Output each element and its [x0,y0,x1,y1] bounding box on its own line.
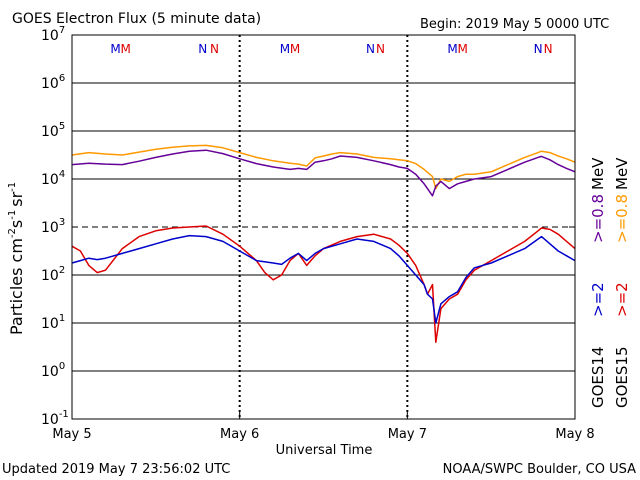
series-layer [71,144,576,343]
x-tick-label: May 5 [52,427,91,442]
y-tick-base: 10 [41,268,59,284]
mn-marker: M [447,42,457,56]
mn-marker: N [544,42,553,56]
y-tick-exp: 4 [59,169,65,180]
y-tick-exp: 5 [59,121,65,132]
x-axis-label: Universal Time [276,443,373,458]
y-tick-exp: 7 [59,25,65,36]
y-tick-label: 103 [41,217,65,236]
y-tick-base: 10 [41,316,59,332]
mn-marker: N [198,42,207,56]
y-axis-label: Particles cm-2s-1sr-1 [7,182,26,335]
y-tick-exp: 3 [59,217,65,228]
legend-satellite: GOES14 [589,346,607,408]
y-tick-label: 10-1 [41,409,69,428]
ylabel-sr: sr [7,191,26,206]
begin-label: Begin: 2019 May 5 0000 UTC [420,17,609,32]
mn-marker: M [280,42,290,56]
y-tick-label: 100 [41,361,65,380]
legend-unit: MeV [613,157,631,190]
mn-marker: M [290,42,300,56]
updated-timestamp: Updated 2019 May 7 23:56:02 UTC [2,462,230,477]
mn-marker: N [376,42,385,56]
y-tick-base: 10 [41,124,59,140]
ylabel-exp3: -1 [7,182,18,192]
y-tick-base: 10 [41,172,59,188]
legend-unit: MeV [589,157,607,190]
legend-energy: >=0.8 [613,194,631,243]
mn-marker: N [534,42,543,56]
chart-title: GOES Electron Flux (5 minute data) [12,11,261,27]
y-tick-base: 10 [41,28,59,44]
y-tick-label: 105 [41,121,65,140]
ylabel-s: s [7,220,26,228]
y-tick-label: 107 [41,25,65,44]
mn-marker: M [457,42,467,56]
legend-satellite: GOES15 [613,346,631,408]
credit-label: NOAA/SWPC Boulder, CO USA [443,462,636,477]
x-tick-label: May 7 [388,427,427,442]
y-tick-exp: -1 [59,409,69,420]
day-dividers [238,35,409,419]
y-tick-exp: 1 [59,313,65,324]
y-tick-label: 101 [41,313,65,332]
mn-marker: M [110,42,120,56]
legend: GOES14 GOES15 >=2 >=2 >=0.8 >=0.8 MeV MeV [589,157,631,408]
series-line [71,225,576,343]
series-line [71,144,576,190]
y-tick-base: 10 [41,220,59,236]
ylabel-base: Particles cm [7,238,26,335]
y-tick-exp: 0 [59,361,65,372]
y-tick-exp: 2 [59,265,65,276]
ylabel-exp1: -2 [7,228,18,238]
legend-energy: >=2 [589,282,607,317]
y-tick-label: 106 [41,73,65,92]
legend-energy: >=0.8 [589,194,607,243]
y-tick-base: 10 [41,76,59,92]
mn-marker: N [366,42,375,56]
x-axis-ticks: May 5 May 6 May 7 May 8 [52,411,595,442]
series-line [71,149,576,197]
ylabel-exp2: -1 [7,210,18,220]
y-tick-base: 10 [41,364,59,380]
y-tick-exp: 6 [59,73,65,84]
x-tick-label: May 8 [555,427,594,442]
y-tick-label: 102 [41,265,65,284]
legend-energy: >=2 [613,282,631,317]
x-tick-label: May 6 [220,427,259,442]
mn-marker: M [120,42,130,56]
y-tick-label: 104 [41,169,65,188]
series-line [71,234,576,324]
gridlines [72,82,575,372]
mn-marker: N [210,42,219,56]
y-tick-base: 10 [41,412,59,428]
